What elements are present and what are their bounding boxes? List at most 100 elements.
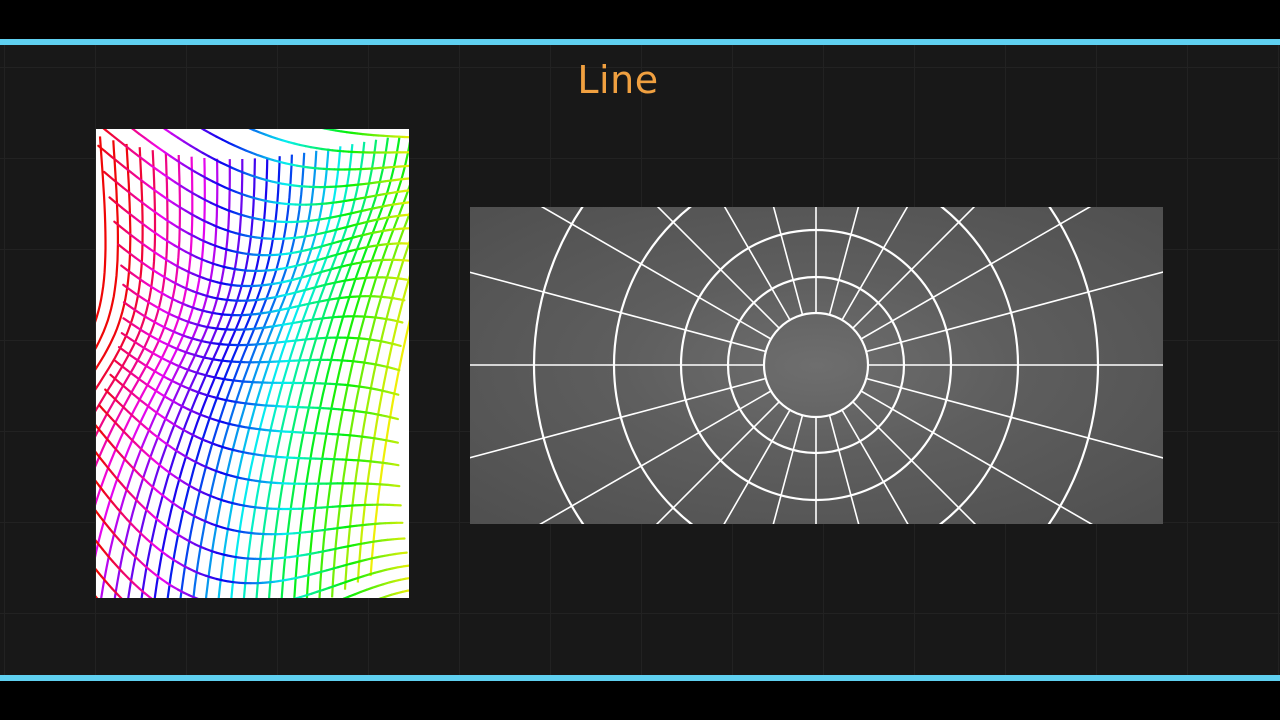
rainbow-line-curved <box>183 140 192 147</box>
rainbow-line-curved <box>172 202 181 209</box>
rainbow-line-curved <box>109 176 118 184</box>
rainbow-line-curved <box>106 554 114 563</box>
rainbow-line-curved <box>117 243 126 251</box>
rainbow-line-curved <box>144 565 152 572</box>
rainbow-line-curved <box>150 142 160 149</box>
rainbow-line-curved <box>184 209 193 216</box>
polar-spoke <box>656 207 780 329</box>
rainbow-line-curved <box>138 220 148 228</box>
rainbow-line-curved <box>213 158 222 164</box>
rainbow-line-steep <box>255 141 366 598</box>
rainbow-line-curved <box>102 129 107 132</box>
rainbow-line-steep <box>268 139 378 598</box>
polar-spoke <box>540 207 772 340</box>
rainbow-line-curved <box>99 516 107 525</box>
rainbow-line-curved <box>215 135 224 141</box>
rainbow-line-steep <box>153 157 269 598</box>
rainbow-line-curved <box>134 256 143 263</box>
top-accent-bar <box>0 39 1280 45</box>
rainbow-line-curved <box>144 137 153 145</box>
rainbow-line-steep <box>96 157 206 558</box>
rainbow-line-curved <box>136 239 145 246</box>
polar-spoke <box>841 409 909 524</box>
rainbow-line-curved <box>148 247 157 254</box>
rainbow-line-curved <box>144 225 154 232</box>
rainbow-line-curved <box>156 233 165 240</box>
rainbow-line-curved <box>130 149 140 157</box>
rainbow-line-curved <box>135 528 144 536</box>
rainbow-line-curved <box>140 533 149 541</box>
rainbow-line-steep <box>242 143 354 598</box>
rainbow-line-curved <box>108 196 117 204</box>
polar-spoke <box>470 377 767 459</box>
rainbow-line-curved <box>391 463 400 467</box>
rainbow-line-curved <box>96 542 104 551</box>
polar-grid-svg <box>470 207 1163 524</box>
rainbow-line-curved <box>140 201 150 209</box>
rainbow-line-steep <box>96 136 107 323</box>
rainbow-line-curved <box>176 225 185 232</box>
rainbow-line-grid-image <box>96 129 409 598</box>
rainbow-line-curved <box>155 546 164 554</box>
rainbow-line-curved <box>103 170 112 179</box>
rainbow-line-curved <box>97 144 106 153</box>
rainbow-line-curved <box>96 568 103 578</box>
rainbow-line-curved <box>192 192 201 198</box>
rainbow-line-curved <box>169 155 178 162</box>
rainbow-line-curved <box>104 522 111 531</box>
rainbow-line-steep <box>343 240 409 590</box>
rainbow-line-curved <box>175 159 185 166</box>
rainbow-line-steep <box>204 150 318 598</box>
rainbow-line-curved <box>404 177 409 181</box>
polar-spoke <box>841 207 909 321</box>
rainbow-line-curved <box>139 560 147 568</box>
rainbow-line-curved <box>124 488 132 496</box>
rainbow-line-curved <box>100 575 108 584</box>
polar-ring <box>679 228 953 502</box>
rainbow-line-curved <box>162 237 171 244</box>
rainbow-line-curved <box>131 234 140 242</box>
rainbow-line-curved <box>209 132 218 138</box>
rainbow-line-curved <box>207 155 216 161</box>
slide-title: Line <box>577 58 659 102</box>
rainbow-line-curved <box>107 496 115 505</box>
rainbow-line-curved <box>180 185 189 192</box>
rainbow-line-curved <box>132 216 142 224</box>
rainbow-line-curved <box>96 595 99 598</box>
rainbow-line-curved <box>128 252 137 259</box>
rainbow-line-curved <box>110 155 119 163</box>
rainbow-line-curved <box>178 205 187 212</box>
rainbow-line-curved <box>394 343 402 347</box>
rainbow-line-steep <box>96 150 157 413</box>
rainbow-line-curved <box>392 484 401 488</box>
rainbow-line-curved <box>122 571 130 580</box>
rainbow-line-curved <box>148 185 157 193</box>
rainbow-line-steep <box>318 184 409 598</box>
rainbow-line-steep <box>96 156 194 506</box>
rainbow-line-steep <box>293 135 401 598</box>
rainbow-line-grid-svg <box>96 129 409 598</box>
rainbow-line-curved <box>189 144 198 151</box>
rainbow-line-curved <box>193 170 203 177</box>
rainbow-line-curved <box>117 566 125 575</box>
rainbow-line-steep <box>140 158 256 598</box>
rainbow-line-curved <box>402 564 409 568</box>
rainbow-line-curved <box>142 243 151 250</box>
polar-spoke <box>772 207 804 316</box>
rainbow-line-curved <box>123 247 131 255</box>
rainbow-line-curved <box>138 587 147 595</box>
polar-spoke <box>828 207 860 316</box>
rainbow-line-curved <box>111 134 120 142</box>
rainbow-line-steep <box>217 148 330 598</box>
rainbow-line-curved <box>201 151 210 158</box>
rainbow-line-curved <box>101 548 109 557</box>
polar-spoke <box>539 390 772 524</box>
rainbow-line-curved <box>170 132 180 139</box>
rainbow-line-steep <box>96 140 119 350</box>
polar-ring <box>532 207 1100 524</box>
rainbow-line-curved <box>143 592 152 598</box>
rainbow-line-curved <box>168 177 177 184</box>
rainbow-line-curved <box>152 210 162 217</box>
rainbow-line-steep <box>96 143 132 371</box>
rainbow-line-curved <box>195 148 204 154</box>
